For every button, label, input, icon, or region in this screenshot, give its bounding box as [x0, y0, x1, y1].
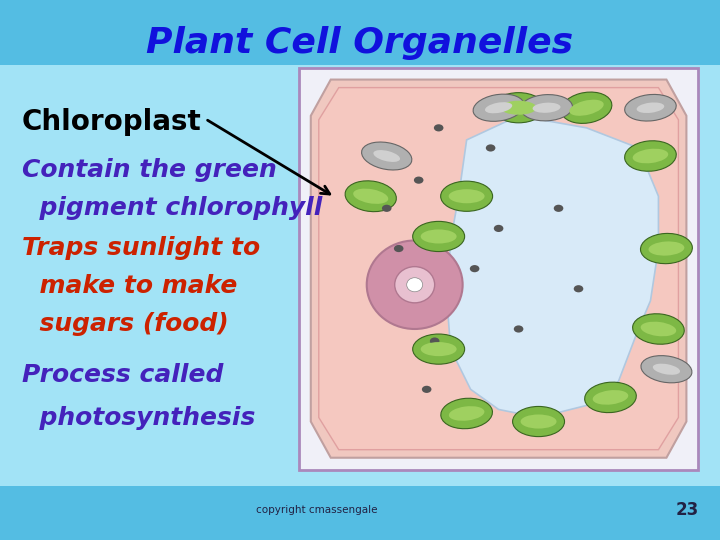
Text: Traps sunlight to: Traps sunlight to — [22, 237, 260, 260]
Polygon shape — [311, 79, 686, 458]
Ellipse shape — [633, 314, 684, 344]
Ellipse shape — [649, 241, 685, 255]
Ellipse shape — [653, 363, 680, 375]
Ellipse shape — [441, 398, 492, 429]
Text: Process called: Process called — [22, 363, 223, 387]
Text: copyright cmassengale: copyright cmassengale — [256, 505, 377, 515]
Text: photosynthesis: photosynthesis — [22, 407, 255, 430]
Ellipse shape — [361, 142, 412, 170]
Ellipse shape — [413, 334, 464, 364]
Ellipse shape — [561, 92, 612, 124]
Ellipse shape — [492, 93, 544, 123]
Circle shape — [414, 177, 423, 184]
Circle shape — [494, 225, 503, 232]
Ellipse shape — [500, 100, 536, 115]
Ellipse shape — [625, 94, 676, 121]
FancyBboxPatch shape — [299, 68, 698, 470]
Text: Chloroplast: Chloroplast — [22, 107, 202, 136]
Circle shape — [434, 124, 444, 131]
Bar — [0, 65, 720, 486]
Circle shape — [422, 386, 431, 393]
Text: make to make: make to make — [22, 274, 237, 298]
Ellipse shape — [345, 181, 396, 212]
Circle shape — [382, 205, 392, 212]
Ellipse shape — [521, 94, 572, 121]
Circle shape — [394, 245, 403, 252]
Ellipse shape — [374, 150, 400, 162]
Ellipse shape — [407, 278, 423, 292]
Text: pigment chlorophyll: pigment chlorophyll — [22, 196, 322, 220]
Ellipse shape — [641, 356, 692, 383]
Circle shape — [574, 285, 583, 292]
Circle shape — [430, 338, 439, 345]
Ellipse shape — [449, 189, 485, 203]
Text: 23: 23 — [675, 501, 698, 519]
Ellipse shape — [395, 267, 435, 303]
Ellipse shape — [641, 233, 693, 264]
Circle shape — [486, 144, 495, 152]
Polygon shape — [319, 87, 678, 450]
Ellipse shape — [521, 415, 557, 429]
Ellipse shape — [413, 221, 464, 252]
Ellipse shape — [593, 390, 629, 404]
Ellipse shape — [585, 382, 636, 413]
Circle shape — [554, 205, 563, 212]
Circle shape — [470, 265, 480, 272]
Ellipse shape — [633, 148, 668, 163]
Text: Plant Cell Organelles: Plant Cell Organelles — [146, 26, 574, 60]
Polygon shape — [446, 116, 659, 417]
Ellipse shape — [420, 230, 456, 244]
Bar — [0, 0, 720, 65]
Ellipse shape — [625, 141, 676, 171]
Bar — [0, 486, 720, 540]
Ellipse shape — [533, 103, 560, 113]
Ellipse shape — [441, 181, 492, 211]
Ellipse shape — [513, 407, 564, 437]
Text: Contain the green: Contain the green — [22, 158, 276, 182]
Ellipse shape — [485, 102, 512, 113]
Ellipse shape — [636, 103, 665, 113]
Ellipse shape — [354, 188, 388, 204]
Ellipse shape — [641, 322, 676, 336]
Ellipse shape — [570, 100, 603, 116]
Ellipse shape — [473, 94, 524, 122]
Ellipse shape — [449, 406, 485, 421]
Ellipse shape — [366, 240, 463, 329]
Ellipse shape — [420, 342, 456, 356]
Circle shape — [514, 326, 523, 333]
Text: sugars (food): sugars (food) — [22, 312, 228, 336]
